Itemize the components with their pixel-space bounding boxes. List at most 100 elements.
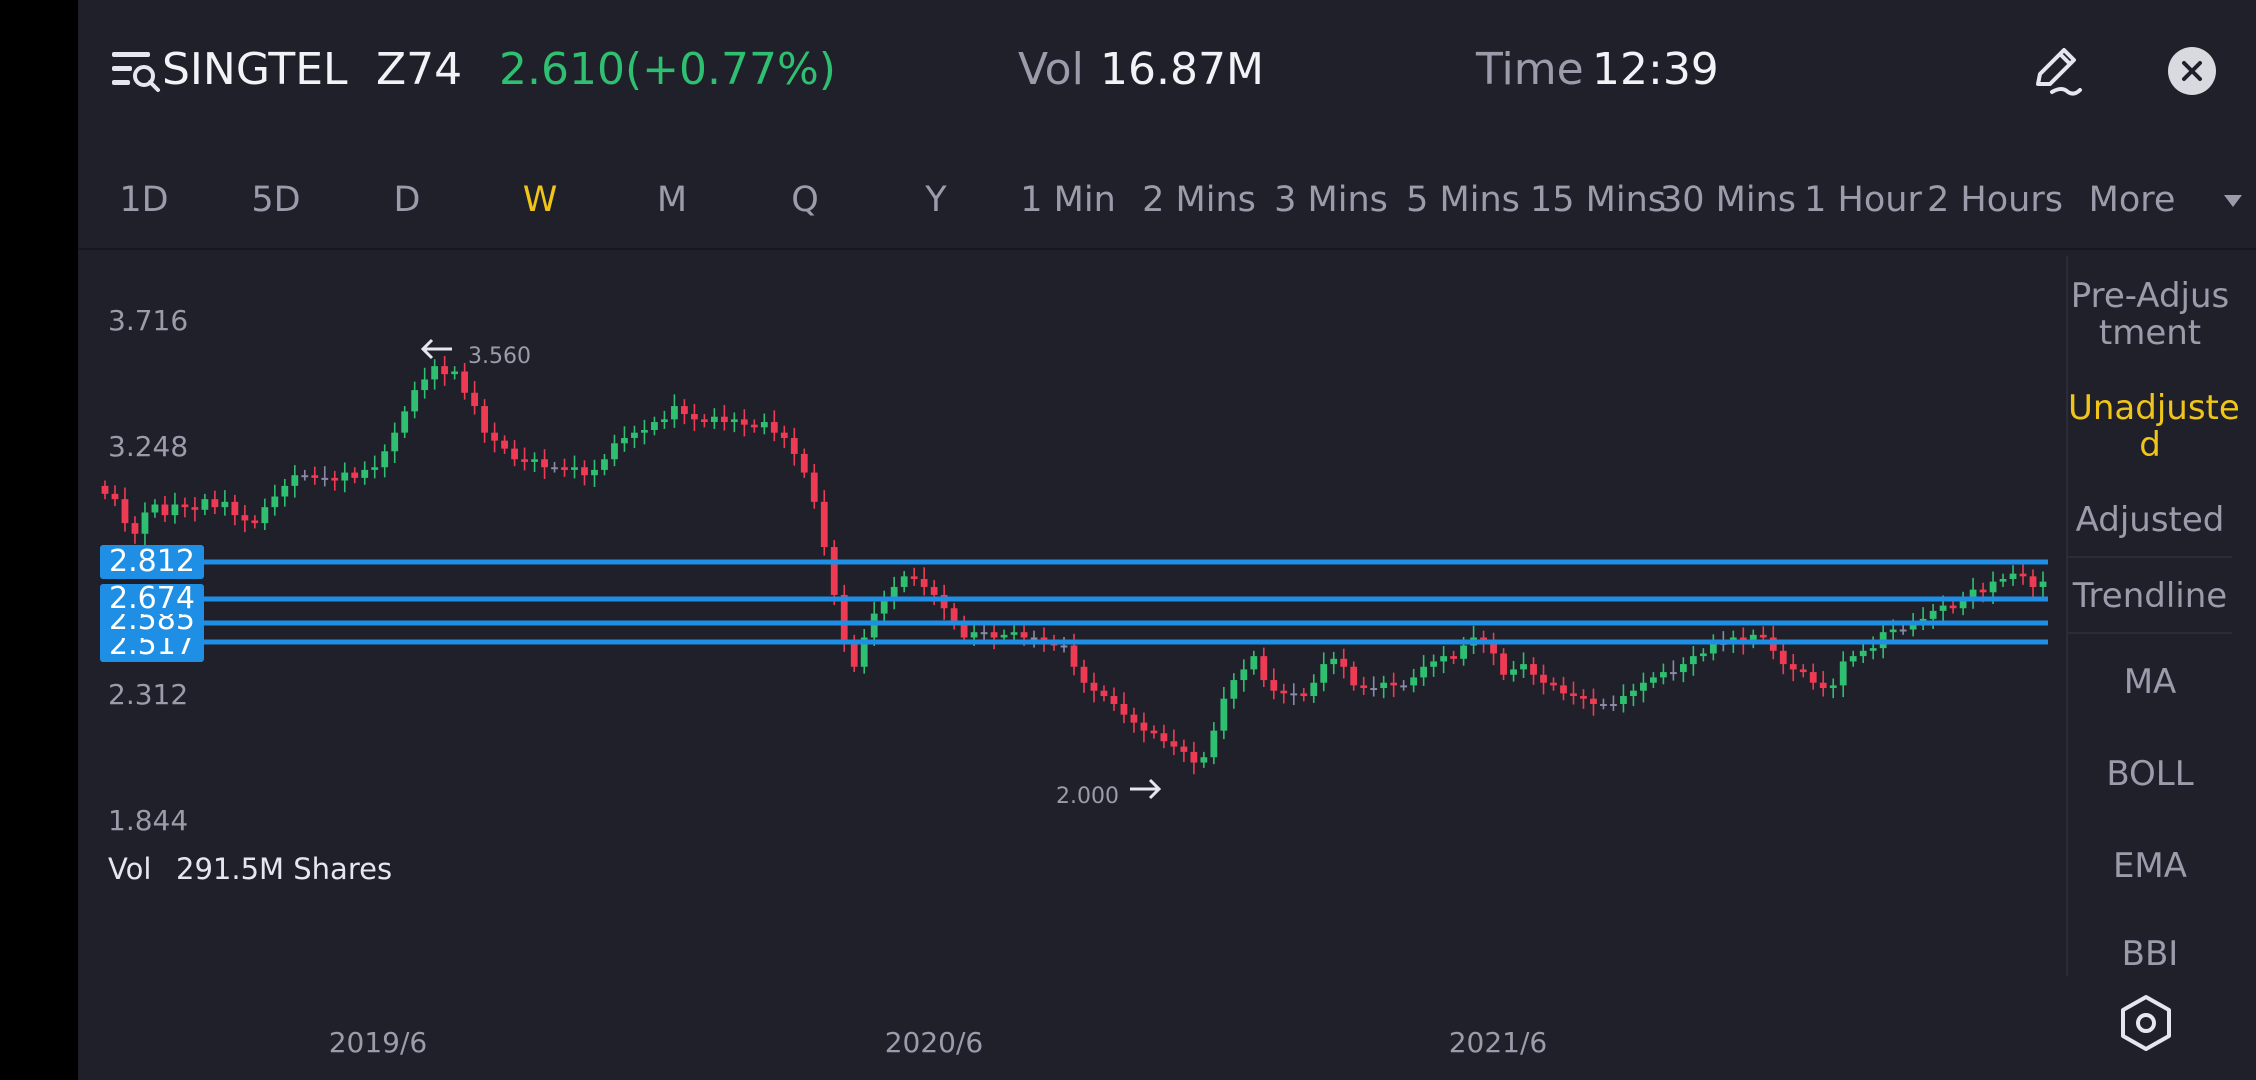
hexagon-settings-icon[interactable]	[2118, 994, 2174, 1052]
candle-body	[1859, 650, 1867, 657]
candle-body	[131, 523, 139, 534]
candle-body	[511, 448, 518, 460]
candle-body	[171, 504, 179, 516]
candle-body	[830, 547, 838, 595]
bbi-button[interactable]: BBI	[2068, 936, 2232, 976]
candle-body	[521, 459, 528, 462]
tab-m[interactable]: M	[656, 180, 688, 220]
candle-body	[601, 459, 608, 470]
low-marker: 2.000	[1056, 784, 1119, 809]
unadjusted-button[interactable]: Unadjuste d	[2068, 390, 2240, 470]
candle-body	[321, 477, 329, 480]
candle-body	[1959, 600, 1967, 609]
stock-code: Z74	[376, 44, 463, 95]
close-icon[interactable]	[2168, 47, 2216, 95]
tab-y[interactable]: Y	[925, 180, 947, 220]
candle-body	[1889, 629, 1897, 633]
tab-30-mins[interactable]: 30 Mins	[1659, 180, 1797, 220]
adjusted-label: Adjusted	[2075, 500, 2225, 540]
search-list-icon[interactable]	[110, 48, 162, 94]
candle-body	[491, 432, 498, 441]
candle-body	[1090, 682, 1098, 691]
candle-body	[621, 437, 628, 444]
candle-body	[1969, 589, 1977, 601]
candle-body	[1490, 642, 1497, 654]
candle-body	[1380, 682, 1388, 689]
candle-body	[1689, 656, 1697, 665]
candle-body	[1799, 669, 1807, 673]
candle-body	[1390, 682, 1398, 686]
candle-body	[930, 586, 938, 595]
candle-body	[1699, 653, 1707, 657]
chart-area[interactable]: 3.716 3.248 2.312 1.844 3.560 2.000 2.51…	[78, 256, 2058, 866]
volume-label: Vol	[108, 852, 152, 886]
tab-2-mins[interactable]: 2 Mins	[1142, 180, 1256, 220]
ema-button[interactable]: EMA	[2068, 848, 2232, 885]
candle-body	[1140, 722, 1148, 731]
ma-button[interactable]: MA	[2068, 664, 2232, 701]
volume-value: 291.5M Shares	[176, 852, 393, 886]
candle-body	[950, 608, 958, 625]
level-badge[interactable]: 2.812	[100, 545, 204, 579]
candle-body	[1839, 661, 1847, 686]
candle-body	[690, 414, 698, 420]
candle-body	[1540, 674, 1547, 683]
candle-body	[661, 419, 668, 423]
candle-body	[161, 504, 169, 516]
tab-15-mins[interactable]: 15 Mins	[1529, 180, 1667, 220]
candle-body	[1610, 704, 1617, 707]
pen-icon[interactable]	[2028, 42, 2084, 98]
candle-body	[551, 467, 558, 470]
x-axis-label: 2020/6	[884, 1026, 984, 1059]
tab-1-min[interactable]: 1 Min	[1020, 180, 1116, 220]
time-value: 12:39	[1592, 44, 1719, 95]
tab-1-hour[interactable]: 1 Hour	[1804, 180, 1922, 220]
candle-body	[810, 472, 818, 502]
pre-adjustment-button[interactable]: Pre-Adjus tment	[2068, 278, 2232, 358]
chevron-down-icon[interactable]	[2222, 192, 2244, 210]
candle-body	[1250, 656, 1258, 670]
candle-body	[1570, 693, 1577, 697]
candle-body	[1600, 704, 1607, 707]
adjusted-button[interactable]: Adjusted	[2068, 502, 2232, 539]
tab-3-mins[interactable]: 3 Mins	[1274, 180, 1388, 220]
candle-body	[101, 485, 109, 494]
candle-body	[1110, 696, 1118, 705]
tab-d[interactable]: D	[393, 180, 421, 220]
candle-body	[1849, 656, 1857, 662]
candle-body	[181, 504, 189, 508]
candle-body	[271, 496, 279, 508]
tab-w[interactable]: W	[522, 180, 558, 220]
candle-body	[1270, 680, 1278, 691]
bbi-label: BBI	[2121, 936, 2179, 974]
candle-body	[1809, 672, 1817, 683]
candle-body	[631, 432, 638, 438]
candle-body	[940, 594, 948, 609]
candle-body	[840, 594, 848, 641]
trendline-button[interactable]: Trendline	[2068, 578, 2232, 615]
candle-body	[581, 467, 588, 476]
tab-5d[interactable]: 5D	[251, 180, 301, 220]
candle-body	[1280, 690, 1288, 694]
candle-body	[820, 501, 828, 548]
candle-body	[1160, 733, 1168, 742]
candle-body	[681, 406, 688, 415]
candle-body	[1360, 685, 1368, 689]
tab-1d[interactable]: 1D	[119, 180, 169, 220]
candle-body	[1460, 645, 1467, 659]
tab-q[interactable]: Q	[791, 180, 819, 220]
candle-body	[451, 371, 459, 375]
tab-2-hours[interactable]: 2 Hours	[1927, 180, 2063, 220]
candle-body	[990, 632, 998, 638]
candle-body	[1789, 664, 1797, 670]
level-badge[interactable]: 2.674	[100, 584, 204, 614]
candle-body	[531, 459, 538, 462]
candle-body	[1230, 680, 1238, 699]
candle-body	[1580, 696, 1587, 699]
tab-5-mins[interactable]: 5 Mins	[1406, 180, 1520, 220]
candle-body	[251, 520, 259, 524]
candle-body	[1010, 632, 1018, 635]
boll-button[interactable]: BOLL	[2068, 756, 2232, 793]
tab-more[interactable]: More	[2088, 180, 2176, 220]
candle-body	[1590, 698, 1597, 705]
